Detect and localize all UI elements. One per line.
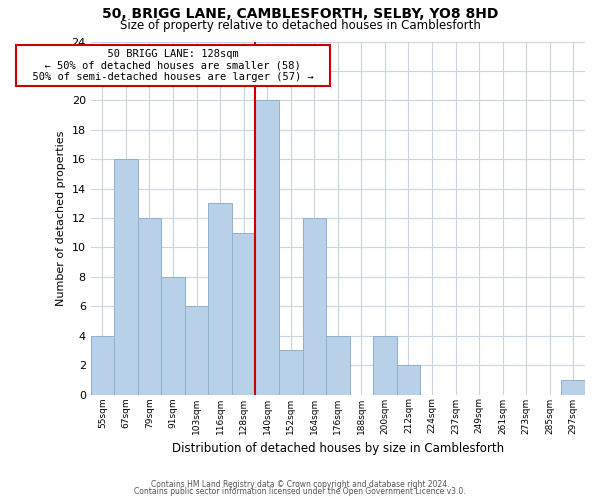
Text: Contains HM Land Registry data © Crown copyright and database right 2024.: Contains HM Land Registry data © Crown c… xyxy=(151,480,449,489)
Bar xyxy=(397,365,420,394)
Bar xyxy=(302,218,326,394)
Text: Contains public sector information licensed under the Open Government Licence v3: Contains public sector information licen… xyxy=(134,487,466,496)
Bar xyxy=(232,232,256,394)
Bar xyxy=(185,306,208,394)
Text: Size of property relative to detached houses in Camblesforth: Size of property relative to detached ho… xyxy=(119,19,481,32)
X-axis label: Distribution of detached houses by size in Camblesforth: Distribution of detached houses by size … xyxy=(172,442,504,455)
Bar xyxy=(91,336,114,394)
Bar xyxy=(373,336,397,394)
Bar xyxy=(138,218,161,394)
Text: 50 BRIGG LANE: 128sqm  
  ← 50% of detached houses are smaller (58)  
  50% of s: 50 BRIGG LANE: 128sqm ← 50% of detached … xyxy=(20,49,326,82)
Y-axis label: Number of detached properties: Number of detached properties xyxy=(56,130,66,306)
Bar xyxy=(326,336,350,394)
Bar xyxy=(279,350,302,395)
Bar xyxy=(161,277,185,394)
Text: 50, BRIGG LANE, CAMBLESFORTH, SELBY, YO8 8HD: 50, BRIGG LANE, CAMBLESFORTH, SELBY, YO8… xyxy=(102,8,498,22)
Bar xyxy=(208,204,232,394)
Bar xyxy=(562,380,585,394)
Bar xyxy=(256,100,279,395)
Bar xyxy=(114,159,138,394)
